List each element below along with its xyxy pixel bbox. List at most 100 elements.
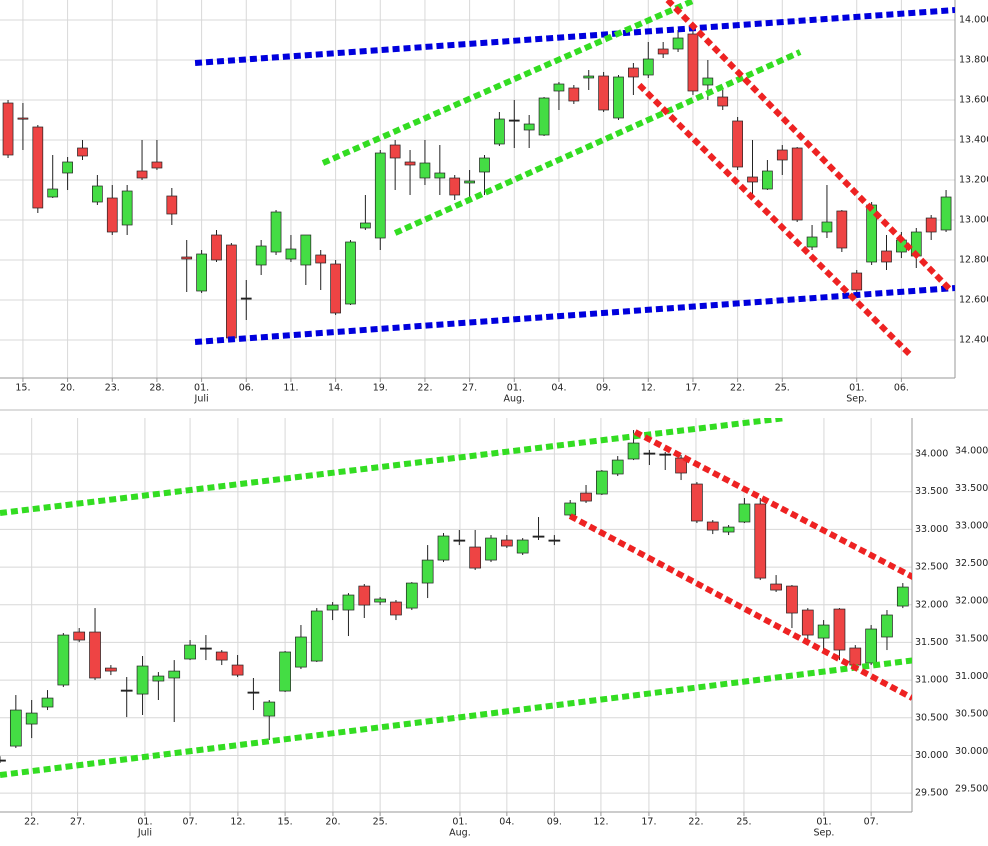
trend-line xyxy=(637,82,913,358)
y-tick-label: 14.000 xyxy=(959,15,988,26)
candle-body xyxy=(240,297,252,300)
candle-body xyxy=(404,161,416,166)
candle-body xyxy=(285,248,297,260)
candle-body xyxy=(390,601,402,616)
x-tick-label: 01. xyxy=(816,817,831,828)
x-tick-label: 11. xyxy=(283,383,298,394)
trend-line xyxy=(194,285,955,345)
candle-body xyxy=(553,83,565,92)
month-label: Sep. xyxy=(813,828,834,839)
candle-body xyxy=(836,210,848,249)
candle-body xyxy=(89,631,101,679)
candle-body xyxy=(628,67,639,78)
y-tick-label: 13.600 xyxy=(959,95,988,106)
chart-panel: 12.400 12.600 12.800 13.000 13.200 13.400 13.6… xyxy=(0,0,988,405)
candle-body xyxy=(25,712,38,725)
x-tick-label: 19. xyxy=(373,383,388,394)
candle-body xyxy=(136,170,148,179)
x-tick-label: 15. xyxy=(15,383,30,394)
x-tick-label: 06. xyxy=(894,383,909,394)
candle-body xyxy=(659,453,672,456)
candle-body xyxy=(255,245,267,266)
candle-body xyxy=(310,610,323,662)
candle-body xyxy=(754,503,767,579)
candle-body xyxy=(231,664,244,676)
candle-body xyxy=(776,149,788,161)
candle-body xyxy=(851,272,863,291)
x-tick-label: 20. xyxy=(325,817,340,828)
candle-body xyxy=(263,701,276,717)
candle-body xyxy=(738,503,751,523)
trend-line xyxy=(393,49,802,236)
candle-body xyxy=(732,120,743,168)
x-tick-label: 04. xyxy=(551,383,566,394)
candle-body xyxy=(247,691,260,694)
y-tick-label: 13.000 xyxy=(959,215,988,226)
candle-body xyxy=(687,33,699,92)
candle-body xyxy=(817,624,830,639)
candle-body xyxy=(516,539,529,554)
candle-body xyxy=(345,241,356,305)
candle-body xyxy=(791,147,803,221)
candle-body xyxy=(330,263,341,314)
candle-body xyxy=(437,535,450,561)
candle-body xyxy=(568,87,580,102)
y-tick-label: 33.000 xyxy=(915,524,948,535)
candle-body xyxy=(105,667,117,672)
trend-line xyxy=(665,0,953,293)
candle-body xyxy=(184,644,196,660)
plot-area xyxy=(2,0,955,358)
candle-body xyxy=(295,636,307,668)
candle-body xyxy=(41,697,54,708)
y2-tick-label: 32.500 xyxy=(955,558,988,569)
x-tick-label: 22. xyxy=(24,817,39,828)
candle-body xyxy=(92,185,103,203)
candle-body xyxy=(881,614,893,638)
plot-area xyxy=(0,418,912,779)
candle-body xyxy=(865,628,877,664)
x-tick-label: 01. xyxy=(452,817,467,828)
candle-body xyxy=(166,195,178,215)
x-tick-label: 07. xyxy=(864,817,879,828)
candle-body xyxy=(47,188,59,198)
x-tick-label: 23. xyxy=(105,383,120,394)
x-tick-label: 09. xyxy=(596,383,611,394)
candle-body xyxy=(32,126,44,209)
candle-body xyxy=(211,234,222,261)
y-tick-label: 13.200 xyxy=(959,175,988,186)
x-tick-label: 17. xyxy=(685,383,700,394)
y2-tick-label: 34.000 xyxy=(955,445,988,456)
x-tick-label: 25. xyxy=(775,383,790,394)
candle-body xyxy=(464,180,475,184)
trend-line xyxy=(194,7,955,66)
y-tick-label: 30.000 xyxy=(915,750,948,761)
candle-body xyxy=(786,585,798,614)
candle-body xyxy=(215,651,228,661)
candle-body xyxy=(881,250,892,263)
x-tick-label: 25. xyxy=(373,817,388,828)
x-tick-label: 22. xyxy=(730,383,745,394)
candle-body xyxy=(120,689,133,692)
month-label: Juli xyxy=(137,828,152,839)
y2-tick-label: 31.500 xyxy=(955,633,988,644)
month-label: Aug. xyxy=(503,394,525,405)
x-tick-label: 22. xyxy=(688,817,703,828)
candle-body xyxy=(596,470,608,495)
candle-body xyxy=(479,157,490,173)
y-tick-label: 29.500 xyxy=(915,788,948,799)
x-tick-label: 06. xyxy=(239,383,254,394)
candle-body xyxy=(940,196,952,231)
y-tick-label: 34.000 xyxy=(915,449,948,460)
candle-body xyxy=(611,459,624,475)
candle-body xyxy=(360,222,371,229)
candle-body xyxy=(136,665,149,695)
candle-body xyxy=(152,675,165,682)
x-tick-label: 12. xyxy=(230,817,245,828)
candle-body xyxy=(168,670,181,679)
candle-body xyxy=(849,647,862,666)
candle-body xyxy=(643,452,656,455)
candle-body xyxy=(538,97,550,136)
candle-body xyxy=(762,170,773,190)
candle-body xyxy=(419,162,431,179)
